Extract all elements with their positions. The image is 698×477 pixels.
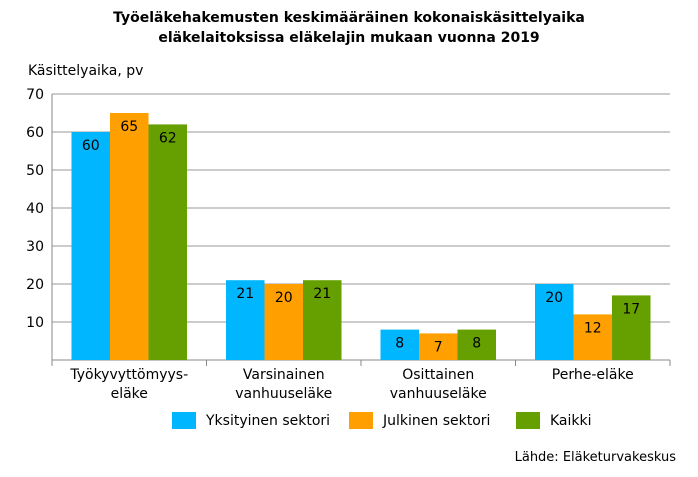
data-label-1-series-3: 62 <box>159 130 177 146</box>
data-label-4-series-1: 20 <box>545 290 563 306</box>
bar-1-series-3 <box>148 124 187 361</box>
bar-4-series-2 <box>573 314 612 360</box>
y-tick-label-30: 30 <box>26 239 44 255</box>
data-label-2-series-1: 21 <box>236 286 254 302</box>
y-axis-label: Käsittelyaika, pv <box>28 63 144 79</box>
x-category-label-1-line-2: eläke <box>111 386 148 402</box>
x-category-label-4-line-1: Perhe-eläke <box>552 367 634 383</box>
data-label-2-series-3: 21 <box>313 286 331 302</box>
bar-3-series-2 <box>419 333 458 360</box>
legend-swatch-series-1 <box>172 412 196 429</box>
legend-label-series-3: Kaikki <box>550 413 592 429</box>
chart-title-line-2: eläkelaitoksissa eläkelajin mukaan vuonn… <box>158 30 540 46</box>
y-tick-label-40: 40 <box>26 201 44 217</box>
x-category-label-2-line-2: vanhuuseläke <box>235 386 332 402</box>
y-tick-label-10: 10 <box>26 315 44 331</box>
y-tick-label-60: 60 <box>26 125 44 141</box>
bar-2-series-3 <box>303 280 342 360</box>
bar-4-series-3 <box>612 295 651 360</box>
data-label-3-series-3: 8 <box>472 336 481 352</box>
y-tick-label-70: 70 <box>26 87 44 103</box>
data-label-3-series-1: 8 <box>395 336 404 352</box>
x-category-label-1-line-1: Työkyvyttömyys- <box>69 367 188 383</box>
data-label-1-series-1: 60 <box>82 138 100 154</box>
bar-3-series-3 <box>457 329 496 360</box>
legend-swatch-series-3 <box>516 412 540 429</box>
y-tick-label-20: 20 <box>26 277 44 293</box>
legend-label-series-2: Julkinen sektori <box>383 413 491 429</box>
y-tick-label-50: 50 <box>26 163 44 179</box>
bar-chart: 10 20 30 40 50 60 70 60 65 62 Työkyvyttömyys-eläke… <box>26 87 671 402</box>
data-label-4-series-3: 17 <box>622 301 640 317</box>
bar-4-series-1 <box>535 284 574 360</box>
data-label-4-series-2: 12 <box>584 320 602 336</box>
bar-2-series-2 <box>264 284 303 360</box>
bar-1-series-1 <box>71 132 110 360</box>
x-category-label-3-line-2: vanhuuseläke <box>390 386 487 402</box>
bar-3-series-1 <box>380 329 419 360</box>
bar-2-series-1 <box>226 280 265 360</box>
data-label-2-series-2: 20 <box>275 290 293 306</box>
legend-label-series-1: Yksityinen sektori <box>206 413 331 429</box>
chart-title-line-1: Työeläkehakemusten keskimääräinen kokona… <box>113 10 585 26</box>
data-label-3-series-2: 7 <box>434 339 443 355</box>
legend-swatch-series-2 <box>349 412 373 429</box>
legend: Yksityinen sektori Julkinen sektori Kaik… <box>0 410 698 434</box>
source-note: Lähde: Eläketurvakeskus <box>514 450 676 465</box>
data-label-1-series-2: 65 <box>120 119 138 135</box>
x-category-label-2-line-1: Varsinainen <box>243 367 325 383</box>
x-category-label-3-line-1: Osittainen <box>402 367 474 383</box>
bar-1-series-2 <box>110 113 149 360</box>
